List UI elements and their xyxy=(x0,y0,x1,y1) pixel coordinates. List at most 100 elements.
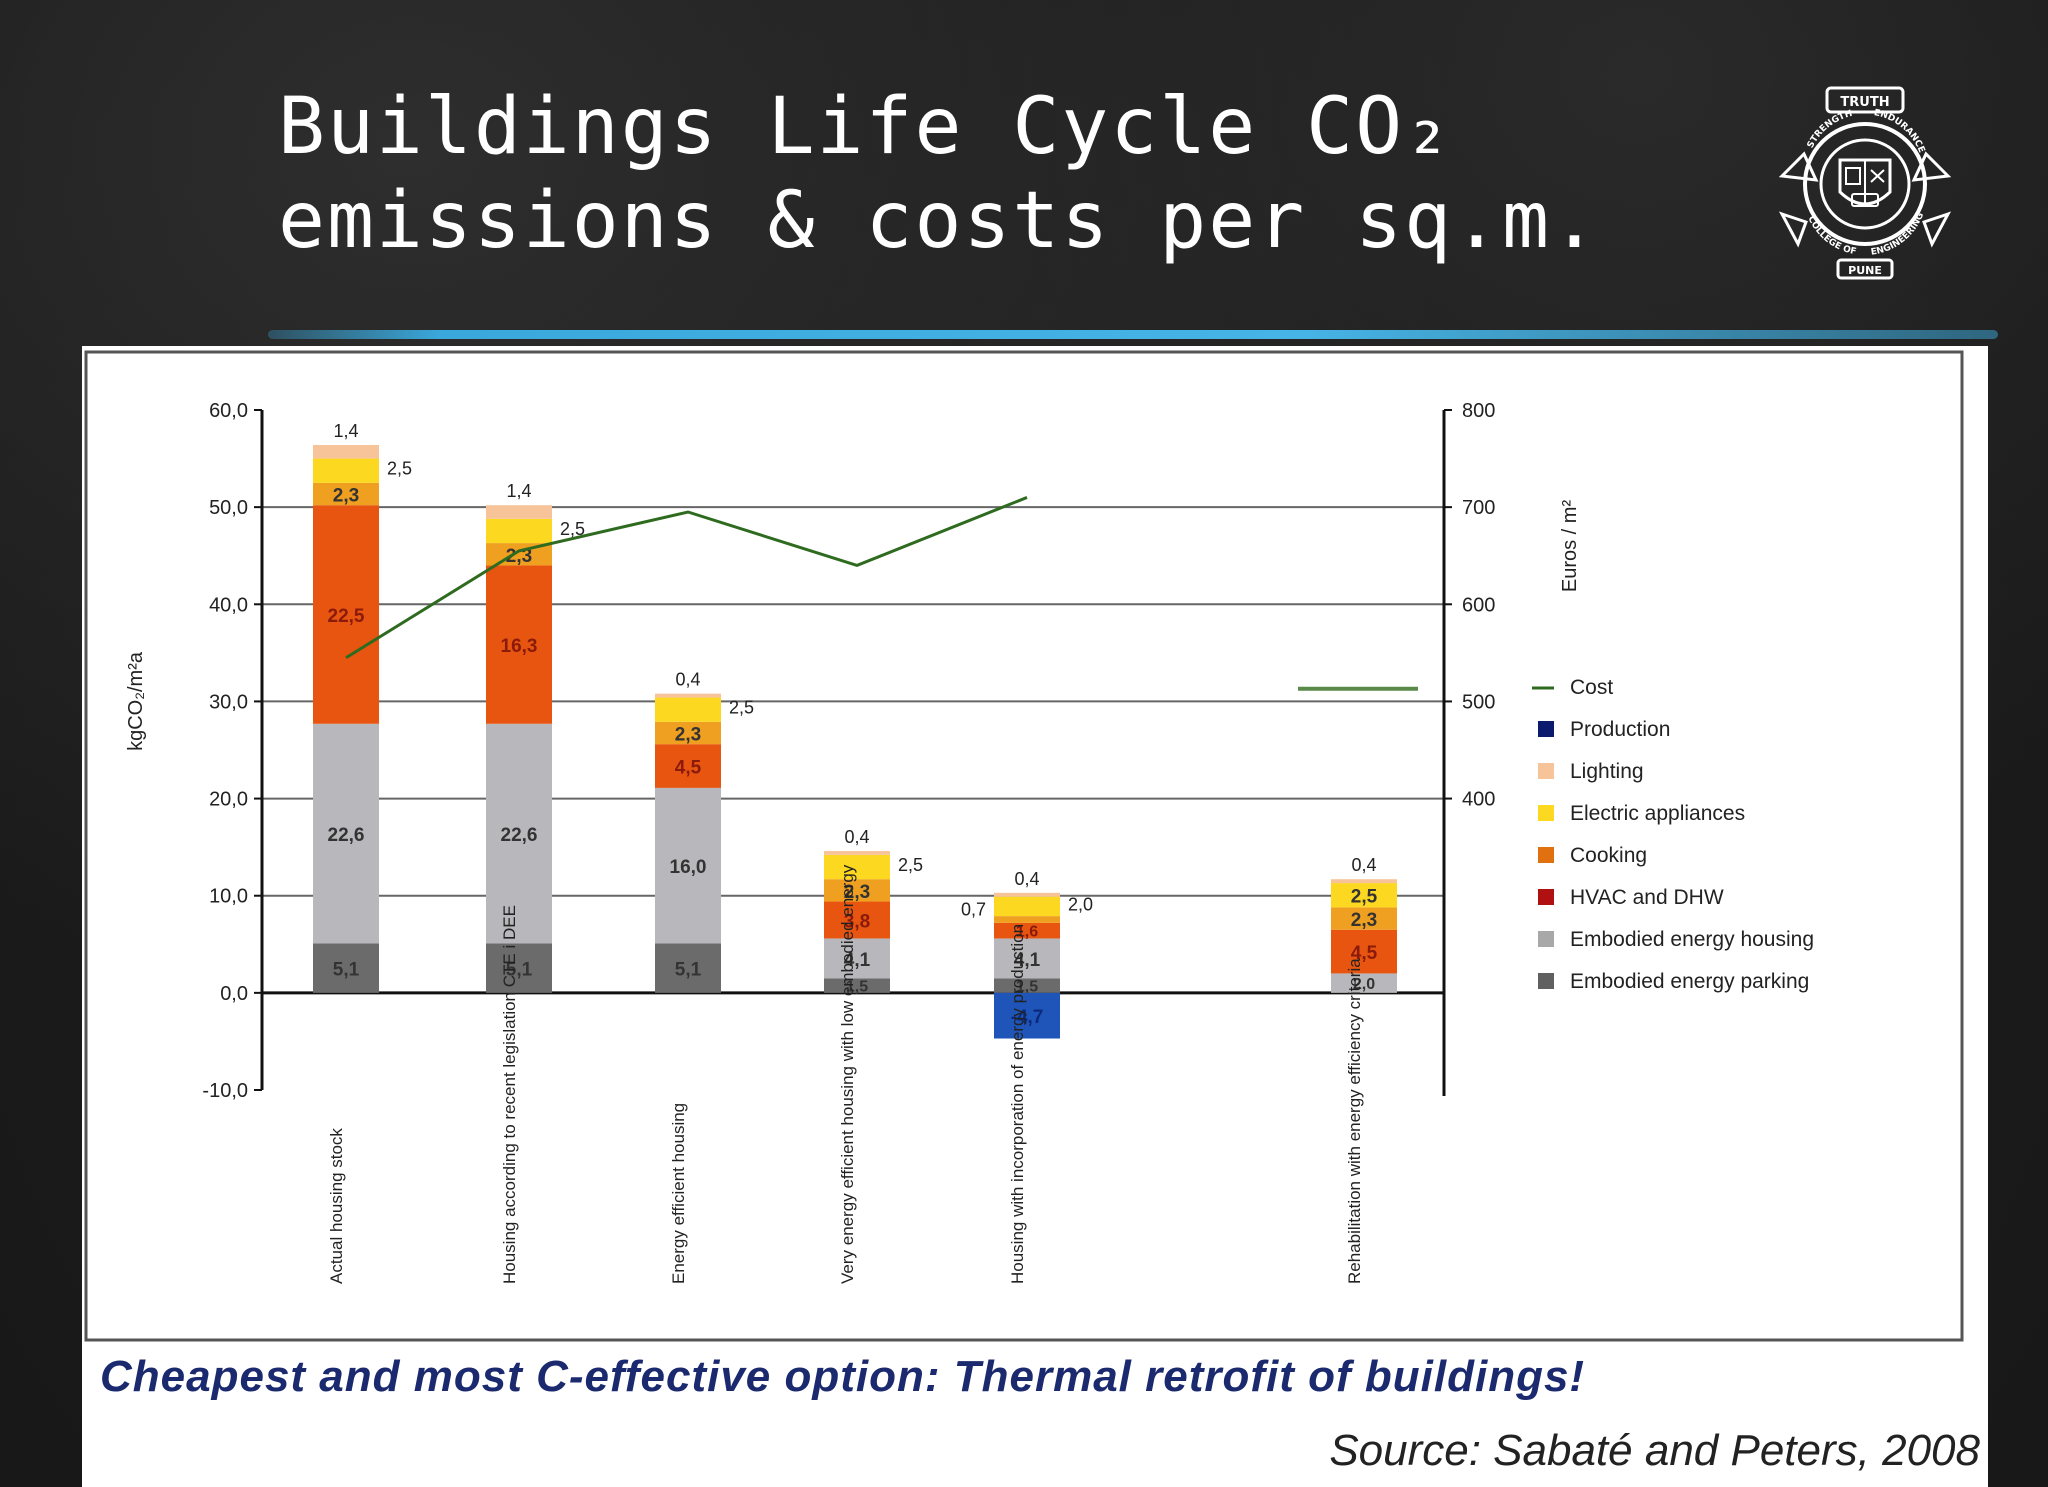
bar-segment xyxy=(824,854,890,880)
y-tick-label: 20,0 xyxy=(209,789,248,811)
data-label: 0,4 xyxy=(1014,869,1039,889)
legend-swatch xyxy=(1538,721,1554,737)
bar-segment xyxy=(313,458,379,483)
data-label: 1,4 xyxy=(333,421,358,441)
bar-segment xyxy=(655,943,721,993)
y-tick-label: 10,0 xyxy=(209,886,248,908)
y-tick-label: 0,0 xyxy=(220,983,248,1005)
y-tick-label: 40,0 xyxy=(209,594,248,616)
data-label: 2,5 xyxy=(898,855,923,875)
data-label: 3,8 xyxy=(844,912,870,933)
data-label: 4,1 xyxy=(844,950,871,971)
bar-segment xyxy=(655,693,721,698)
legend-label: Electric appliances xyxy=(1570,802,1745,825)
bar-segment xyxy=(824,978,890,993)
y2-tick-label: 400 xyxy=(1462,789,1495,811)
data-label: 2,3 xyxy=(506,546,532,567)
svg-text:ENDURANCE: ENDURANCE xyxy=(1873,108,1926,154)
data-label: 2,5 xyxy=(1351,887,1378,908)
college-crest-icon: TRUTH STRENGTH ENDURANCE COLLEGE OF ENGI… xyxy=(1778,86,1952,280)
data-label: 1,4 xyxy=(506,481,531,501)
bar-segment xyxy=(486,565,552,724)
category-label: Very energy efficient housing with low e… xyxy=(838,864,857,1284)
data-label: 2,0 xyxy=(1353,976,1375,993)
data-label: 2,3 xyxy=(675,725,701,746)
bar-segment xyxy=(486,723,552,944)
bar-segment xyxy=(313,444,379,459)
data-label: 5,1 xyxy=(675,960,702,981)
data-label: -4,7 xyxy=(1011,1007,1044,1028)
bar-segment xyxy=(655,721,721,745)
bar-segment xyxy=(994,992,1060,1039)
y2-tick-label: 500 xyxy=(1462,691,1495,713)
legend-swatch xyxy=(1538,847,1554,863)
bar-segment xyxy=(313,505,379,724)
y-tick-label: 30,0 xyxy=(209,691,248,713)
data-label: 2,3 xyxy=(333,486,359,507)
data-label: 2,0 xyxy=(1068,894,1093,914)
data-label: 2,5 xyxy=(560,519,585,539)
legend-label: Embodied energy parking xyxy=(1570,970,1809,993)
bar-segment xyxy=(994,892,1060,897)
legend-swatch xyxy=(1538,763,1554,779)
legend-swatch xyxy=(1538,889,1554,905)
bar-segment xyxy=(313,723,379,944)
data-label: 2,5 xyxy=(387,459,412,479)
bar-segment xyxy=(1331,883,1397,908)
bar-segment xyxy=(655,697,721,722)
legend-label: HVAC and DHW xyxy=(1570,886,1724,909)
logo-text-right: ENDURANCE xyxy=(1873,108,1926,154)
data-label: 0,4 xyxy=(844,827,869,847)
bar-segment xyxy=(655,744,721,788)
y-tick-label: -10,0 xyxy=(202,1080,248,1102)
legend-label: Cost xyxy=(1570,676,1613,699)
logo-text-bottom: PUNE xyxy=(1848,264,1882,277)
bar-segment xyxy=(486,518,552,544)
y2-tick-label: 800 xyxy=(1462,400,1495,422)
y-axis-label: kgCO₂/m²a xyxy=(125,651,147,751)
title-underline xyxy=(268,330,1998,339)
chart-frame xyxy=(84,350,1964,1342)
data-label: 16,0 xyxy=(670,857,707,878)
data-label: 0,7 xyxy=(961,900,986,920)
data-label: 5,1 xyxy=(333,960,360,981)
bar-segment xyxy=(1331,907,1397,930)
legend-label: Cooking xyxy=(1570,844,1647,867)
data-label: 22,6 xyxy=(501,825,538,846)
data-label: 4,5 xyxy=(1351,943,1378,964)
legend-swatch xyxy=(1538,931,1554,947)
logo-text-top: TRUTH xyxy=(1840,95,1889,110)
title-line-2: emissions & costs per sq.m. xyxy=(278,176,1600,266)
legend-label: Lighting xyxy=(1570,760,1644,783)
data-label: 16,3 xyxy=(501,636,538,657)
stacked-bar-chart: -10,0 0,0 10,0 20,0 30,0 40,0 50,0 60,0 400 500 60… xyxy=(84,350,1964,1342)
cost-line xyxy=(345,496,1028,659)
bar-segment xyxy=(824,938,890,979)
legend-label: Embodied energy housing xyxy=(1570,928,1814,951)
bar-segment xyxy=(486,505,552,519)
bar-segment xyxy=(824,879,890,902)
y-tick-label: 50,0 xyxy=(209,497,248,519)
legend-swatch xyxy=(1538,805,1554,821)
y2-tick-label: 600 xyxy=(1462,594,1495,616)
chart-panel: -10,0 0,0 10,0 20,0 30,0 40,0 50,0 60,0 400 500 60… xyxy=(82,346,1988,1487)
bar-segment xyxy=(655,787,721,944)
data-label: 1,6 xyxy=(1016,924,1038,941)
bar-segment xyxy=(1331,879,1397,884)
data-label: 22,6 xyxy=(328,825,365,846)
data-label: 2,3 xyxy=(1351,910,1377,931)
category-label: Actual housing stock xyxy=(327,1128,346,1284)
bar-segment xyxy=(486,943,552,993)
bar-segment xyxy=(824,901,890,939)
legend-label: Production xyxy=(1570,718,1670,741)
category-label: Housing according to recent legislation … xyxy=(500,905,519,1284)
y2-axis-label: Euros / m² xyxy=(1559,500,1581,593)
bar-segment xyxy=(994,896,1060,917)
data-label: 2,3 xyxy=(844,882,870,903)
bar-segment xyxy=(994,978,1060,993)
data-label: 22,5 xyxy=(328,606,365,627)
slide-source: Source: Sabaté and Peters, 2008 xyxy=(1329,1426,1980,1475)
bar-segment xyxy=(994,916,1060,923)
slide-title: Buildings Life Cycle CO₂ emissions & cos… xyxy=(278,80,1600,268)
data-label: 0,4 xyxy=(1351,855,1376,875)
